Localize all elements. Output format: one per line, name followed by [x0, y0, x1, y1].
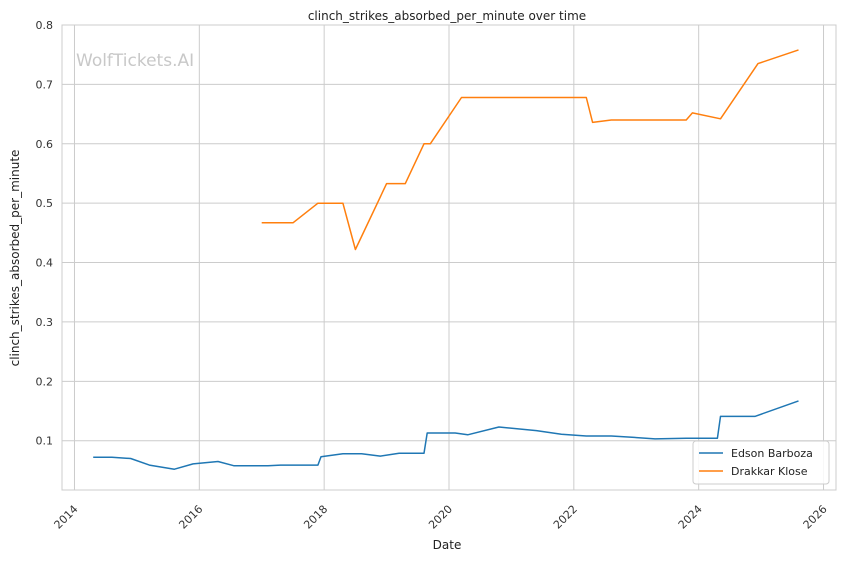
series-line-edson-barboza	[93, 400, 799, 470]
y-tick-label: 0.8	[36, 19, 54, 32]
x-axis-label: Date	[433, 538, 462, 552]
legend-box	[692, 440, 830, 485]
x-tick-label: 2026	[801, 503, 830, 532]
x-tick-label: 2018	[301, 503, 330, 532]
x-tick-label: 2020	[426, 503, 455, 532]
y-tick-label: 0.2	[36, 375, 54, 388]
series-line-drakkar-klose	[261, 49, 799, 251]
y-axis-label: clinch_strikes_absorbed_per_minute	[8, 150, 22, 367]
x-tick-label: 2014	[52, 503, 81, 532]
watermark: WolfTickets.AI	[76, 51, 194, 71]
legend: Edson Barboza Drakkar Klose	[692, 440, 830, 485]
y-tick-label: 0.3	[36, 316, 54, 329]
x-tick-label: 2022	[551, 503, 580, 532]
x-tick-label: 2024	[676, 503, 705, 532]
y-tick-label: 0.5	[36, 197, 54, 210]
legend-label-edson-barboza: Edson Barboza	[731, 447, 813, 460]
series-lines	[93, 49, 799, 470]
y-tick-label: 0.7	[36, 78, 54, 91]
y-tick-label: 0.4	[36, 257, 54, 270]
y-tick-label: 0.1	[36, 435, 54, 448]
y-tick-label: 0.6	[36, 138, 54, 151]
x-tick-label: 2016	[176, 503, 205, 532]
legend-label-drakkar-klose: Drakkar Klose	[731, 465, 808, 478]
chart-title: clinch_strikes_absorbed_per_minute over …	[308, 9, 586, 23]
